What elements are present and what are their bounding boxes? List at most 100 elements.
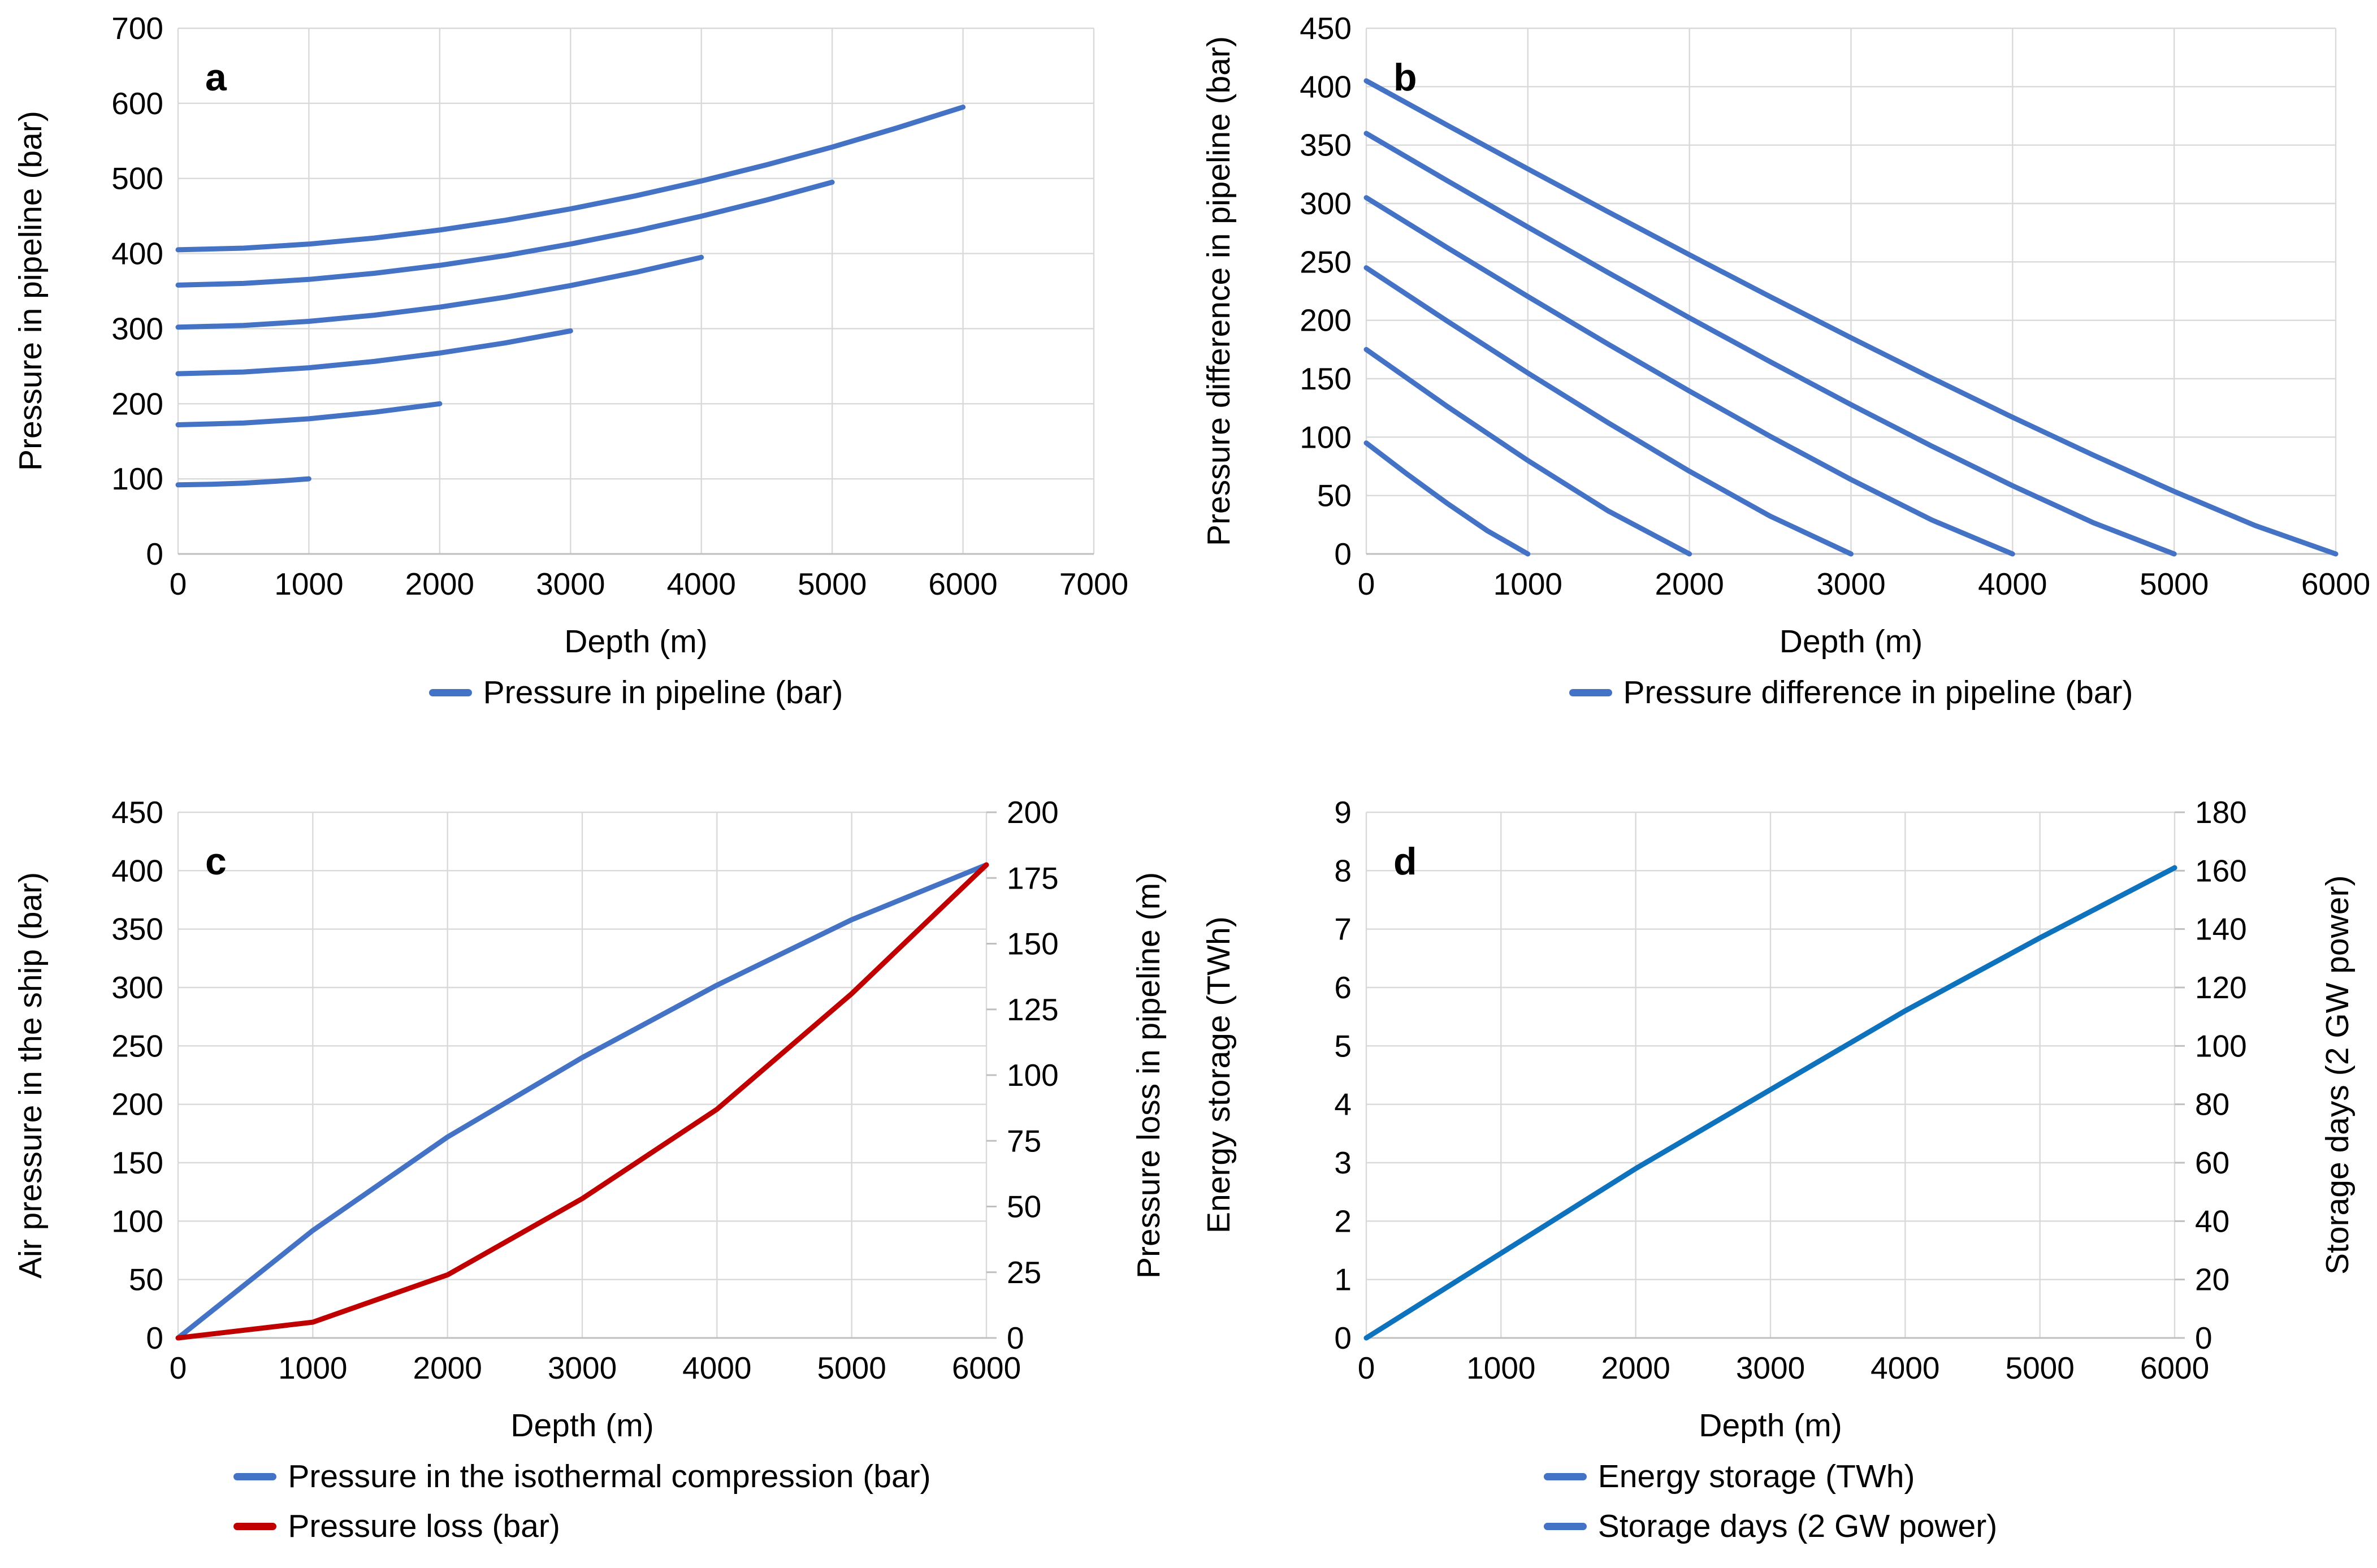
svg-text:700: 700: [111, 11, 163, 46]
svg-text:140: 140: [2195, 912, 2247, 947]
svg-text:0: 0: [170, 1350, 187, 1385]
panel-c-label: c: [205, 840, 227, 883]
svg-text:200: 200: [1007, 795, 1059, 830]
svg-text:4000: 4000: [667, 566, 736, 601]
svg-text:100: 100: [111, 1203, 163, 1238]
svg-text:0: 0: [2195, 1320, 2213, 1355]
panel-c-x-axis-title: Depth (m): [510, 1407, 654, 1444]
panel-b-x-axis-title: Depth (m): [1779, 623, 1923, 660]
legend-label: Pressure difference in pipeline (bar): [1623, 674, 2133, 711]
svg-text:5: 5: [1334, 1028, 1352, 1063]
panel-d: 0 1 2 3 4 5 6 7 8 9 0 1000 2000 3000 4000 5000 6000 0 20 40…: [1188, 784, 2377, 1568]
svg-text:0: 0: [1334, 1320, 1352, 1355]
svg-text:100: 100: [1300, 419, 1352, 454]
svg-text:6000: 6000: [952, 1350, 1021, 1385]
svg-text:250: 250: [1300, 244, 1352, 279]
svg-text:1000: 1000: [278, 1350, 347, 1385]
svg-text:9: 9: [1334, 795, 1352, 830]
panel-b-legend: Pressure difference in pipeline (bar): [1366, 674, 2336, 711]
svg-text:7000: 7000: [1059, 566, 1128, 601]
svg-text:100: 100: [111, 461, 163, 496]
svg-text:1000: 1000: [1493, 566, 1562, 601]
svg-text:4000: 4000: [682, 1350, 751, 1385]
svg-text:3000: 3000: [536, 566, 605, 601]
svg-text:250: 250: [111, 1028, 163, 1063]
panel-a: 0 100 200 300 400 500 600 700 0 1000 2000 3000 4000 5…: [0, 0, 1188, 784]
svg-text:2000: 2000: [1601, 1350, 1670, 1385]
svg-text:600: 600: [111, 86, 163, 121]
svg-text:0: 0: [1007, 1320, 1024, 1355]
svg-text:180: 180: [2195, 795, 2247, 830]
svg-text:0: 0: [1358, 1350, 1375, 1385]
svg-text:50: 50: [129, 1262, 163, 1297]
svg-text:500: 500: [111, 161, 163, 196]
panel-d-secondary-y-axis-title: Storage days (2 GW power): [2319, 875, 2356, 1275]
svg-text:5000: 5000: [2005, 1350, 2074, 1385]
svg-text:4: 4: [1334, 1087, 1352, 1122]
svg-text:3000: 3000: [1816, 566, 1885, 601]
legend-label: Pressure loss (bar): [288, 1508, 560, 1544]
panel-c-secondary-y-axis-title: Pressure loss in pipeline (m): [1131, 872, 1167, 1279]
svg-text:2000: 2000: [405, 566, 474, 601]
svg-text:175: 175: [1007, 860, 1059, 895]
panel-a-y-axis-title: Pressure in pipeline (bar): [12, 111, 49, 471]
svg-text:5000: 5000: [2140, 566, 2209, 601]
legend-label: Pressure in the isothermal compression (…: [288, 1458, 931, 1495]
svg-text:4000: 4000: [1978, 566, 2047, 601]
svg-text:300: 300: [1300, 186, 1352, 221]
legend-label: Energy storage (TWh): [1597, 1458, 1915, 1495]
svg-text:7: 7: [1334, 912, 1352, 947]
legend-item: Pressure loss (bar): [233, 1508, 560, 1545]
panel-d-label: d: [1393, 840, 1417, 883]
panel-c-y-axis-title: Air pressure in the ship (bar): [12, 872, 49, 1279]
svg-text:150: 150: [1300, 361, 1352, 396]
svg-text:120: 120: [2195, 970, 2247, 1005]
svg-text:50: 50: [1007, 1189, 1041, 1224]
svg-text:1000: 1000: [274, 566, 343, 601]
svg-text:0: 0: [170, 566, 187, 601]
svg-text:80: 80: [2195, 1087, 2229, 1122]
svg-text:8: 8: [1334, 853, 1352, 888]
legend-item: Storage days (2 GW power): [1543, 1508, 1997, 1545]
legend-label: Pressure in pipeline (bar): [483, 674, 843, 711]
panel-d-legend: Energy storage (TWh) Storage days (2 GW …: [1366, 1458, 2175, 1545]
panel-a-x-axis-title: Depth (m): [564, 623, 708, 660]
svg-text:5000: 5000: [817, 1350, 886, 1385]
legend-item: Energy storage (TWh): [1543, 1458, 1915, 1495]
svg-text:400: 400: [111, 236, 163, 271]
legend-swatch-blue: [233, 1472, 277, 1480]
svg-text:50: 50: [1317, 478, 1352, 513]
panel-d-y-axis-title: Energy storage (TWh): [1201, 916, 1237, 1234]
svg-text:3000: 3000: [1736, 1350, 1805, 1385]
svg-text:2000: 2000: [413, 1350, 482, 1385]
svg-text:450: 450: [111, 795, 163, 830]
svg-text:350: 350: [111, 912, 163, 947]
legend-swatch-blue: [1569, 688, 1612, 696]
legend-swatch-blue: [1543, 1522, 1587, 1530]
legend-item: Pressure in the isothermal compression (…: [233, 1458, 931, 1495]
panel-d-x-axis-title: Depth (m): [1699, 1407, 1842, 1444]
svg-text:200: 200: [111, 386, 163, 421]
panel-c-legend: Pressure in the isothermal compression (…: [178, 1458, 986, 1545]
legend-swatch-blue: [1543, 1472, 1587, 1480]
panel-b: 0 50 100 150 200 250 300 350 400 450 0 1000 2000 3000…: [1188, 0, 2377, 784]
svg-text:100: 100: [2195, 1028, 2247, 1063]
svg-text:350: 350: [1300, 128, 1352, 163]
svg-text:3000: 3000: [548, 1350, 617, 1385]
svg-text:100: 100: [1007, 1058, 1059, 1093]
panel-b-label: b: [1393, 56, 1417, 99]
svg-text:150: 150: [111, 1145, 163, 1180]
svg-text:6: 6: [1334, 970, 1352, 1005]
svg-text:25: 25: [1007, 1255, 1041, 1290]
svg-text:75: 75: [1007, 1123, 1041, 1158]
svg-text:2000: 2000: [1655, 566, 1724, 601]
svg-text:450: 450: [1300, 11, 1352, 46]
svg-text:40: 40: [2195, 1203, 2229, 1238]
svg-text:0: 0: [146, 536, 163, 571]
svg-text:60: 60: [2195, 1145, 2229, 1180]
svg-text:200: 200: [1300, 303, 1352, 338]
svg-text:300: 300: [111, 311, 163, 346]
svg-text:6000: 6000: [2140, 1350, 2209, 1385]
